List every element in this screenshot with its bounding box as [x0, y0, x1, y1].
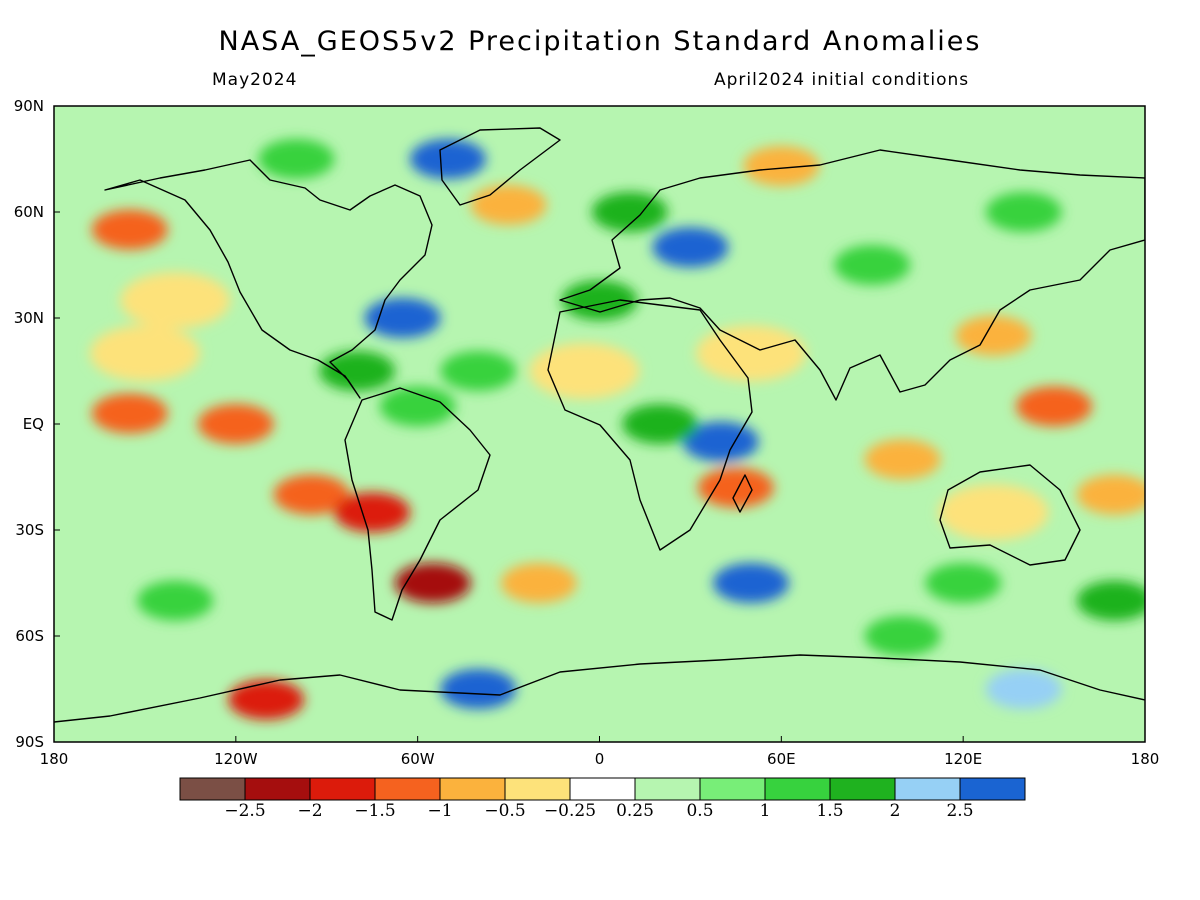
colorbar-label-1: −2	[297, 801, 323, 821]
anomaly-region-0	[91, 209, 168, 250]
colorbar-label-3: −1	[427, 801, 453, 821]
anomaly-region-35	[925, 563, 1002, 603]
anomaly-region-17	[529, 343, 640, 399]
anomaly-region-1	[120, 272, 231, 329]
valid-month-label: May2024	[212, 70, 298, 90]
colorbar-swatch-10	[829, 777, 896, 801]
anomaly-region-11	[955, 315, 1032, 356]
anomaly-region-16	[500, 563, 577, 603]
page-title: NASA_GEOS5v2 Precipitation Standard Anom…	[218, 26, 982, 57]
lon-label-2: 60W	[400, 750, 435, 768]
colorbar-label-5: −0.25	[543, 801, 597, 821]
anomaly-region-9	[743, 146, 820, 187]
anomaly-region-18	[696, 325, 807, 382]
anomaly-region-8	[470, 184, 547, 225]
anomaly-region-30	[622, 404, 699, 444]
colorbar-swatch-8	[699, 777, 766, 801]
colorbar-swatch-2	[309, 777, 376, 801]
colorbar-swatch-11	[894, 777, 961, 801]
coastline-antarctica	[54, 654, 1145, 723]
coastline-north-america	[104, 159, 433, 399]
anomaly-region-12	[938, 484, 1049, 541]
anomaly-region-24	[713, 563, 790, 603]
axis-ticks	[53, 105, 1146, 743]
anomaly-region-14	[864, 439, 941, 480]
anomaly-region-27	[591, 192, 668, 232]
anomaly-region-15	[697, 467, 774, 508]
coastline-africa	[547, 299, 753, 551]
colorbar-swatch-4	[439, 777, 506, 801]
anomaly-region-22	[364, 298, 441, 338]
colorbar-label-4: −0.5	[484, 801, 526, 821]
colorbar-swatch-5	[504, 777, 571, 801]
colorbar-label-11: 2.5	[946, 801, 974, 821]
colorbar-swatch-12	[959, 777, 1026, 801]
anomaly-region-21	[682, 421, 759, 462]
lon-label-6: 180	[1130, 750, 1160, 768]
anomaly-region-10	[1016, 386, 1093, 427]
coastlines	[54, 127, 1145, 723]
lon-label-3: 0	[594, 750, 605, 768]
anomaly-region-23	[409, 139, 486, 179]
coastline-greenland	[439, 127, 561, 206]
lon-label-1: 120W	[214, 750, 258, 768]
colorbar-label-6: 0.25	[616, 801, 654, 821]
lon-label-0: 180	[39, 750, 69, 768]
anomaly-region-6	[394, 563, 471, 603]
anomaly-region-31	[440, 351, 517, 391]
colorbar-swatch-9	[764, 777, 831, 801]
lat-label-60n: 60N	[13, 203, 44, 221]
anomaly-region-4	[273, 474, 350, 515]
colorbar-label-2: −1.5	[354, 801, 396, 821]
lat-label-60s: 60S	[15, 627, 44, 645]
anomaly-region-13	[1076, 474, 1145, 515]
anomaly-region-34	[379, 386, 456, 427]
anomaly-region-36	[1076, 580, 1145, 621]
anomaly-region-3	[91, 393, 168, 434]
anomaly-region-28	[834, 245, 911, 285]
lat-label-30n: 30N	[13, 309, 44, 327]
anomaly-field	[89, 139, 1145, 720]
colorbar-label-9: 1.5	[816, 801, 844, 821]
anomaly-region-38	[258, 139, 335, 179]
colorbar-swatch-6	[569, 777, 636, 801]
anomaly-region-37	[864, 616, 941, 656]
anomaly-region-29	[561, 280, 638, 321]
colorbar-label-7: 0.5	[686, 801, 714, 821]
lat-label-eq: EQ	[22, 415, 44, 433]
coastline-madagascar	[732, 474, 753, 513]
anomaly-region-19	[89, 325, 200, 382]
colorbar-swatch-7	[634, 777, 701, 801]
lat-label-90n: 90N	[13, 97, 44, 115]
colorbar-swatch-1	[244, 777, 311, 801]
anomaly-region-39	[985, 192, 1062, 232]
coastline-australia	[939, 464, 1081, 566]
lat-label-30s: 30S	[15, 521, 44, 539]
anomaly-region-5	[334, 492, 411, 533]
lat-label-90s: 90S	[15, 733, 44, 751]
anomaly-region-32	[319, 351, 396, 391]
colorbar-label-8: 1	[759, 801, 771, 821]
colorbar-label-0: −2.5	[224, 801, 266, 821]
colorbar-label-10: 2	[889, 801, 901, 821]
anomaly-region-2	[197, 404, 274, 444]
coastline-eurasia	[559, 149, 1145, 401]
colorbar-swatch-3	[374, 777, 441, 801]
lon-label-5: 120E	[944, 750, 983, 768]
colorbar-swatch-0	[179, 777, 246, 801]
anomaly-region-26	[985, 669, 1062, 709]
anomaly-region-20	[652, 227, 729, 268]
anomaly-region-25	[440, 669, 517, 709]
lon-label-4: 60E	[767, 750, 796, 768]
initial-conditions-label: April2024 initial conditions	[714, 70, 970, 90]
coastline-south-america	[344, 387, 491, 621]
anomaly-region-7	[228, 679, 305, 720]
anomaly-region-33	[137, 580, 214, 621]
colorbar	[179, 777, 1026, 801]
